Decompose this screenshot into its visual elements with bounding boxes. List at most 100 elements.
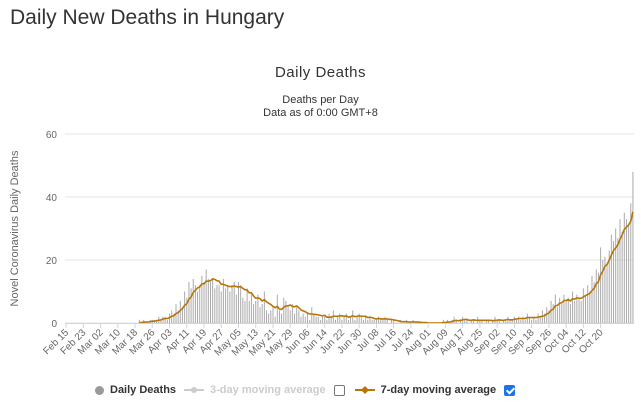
daily-deaths-bar[interactable] (565, 300, 567, 323)
daily-deaths-bar[interactable] (294, 313, 296, 323)
daily-deaths-bar[interactable] (302, 313, 304, 323)
daily-deaths-bar[interactable] (179, 300, 181, 323)
daily-deaths-bar[interactable] (391, 319, 393, 323)
daily-deaths-bar[interactable] (367, 319, 369, 323)
daily-deaths-bar[interactable] (160, 319, 162, 323)
daily-deaths-bar[interactable] (563, 294, 565, 323)
daily-deaths-bar[interactable] (518, 316, 520, 323)
daily-deaths-bar[interactable] (466, 319, 468, 323)
daily-deaths-bar[interactable] (630, 203, 632, 323)
daily-deaths-bar[interactable] (216, 285, 218, 323)
ma7-line[interactable] (139, 211, 634, 324)
daily-deaths-bar[interactable] (488, 319, 490, 323)
daily-deaths-bar[interactable] (503, 319, 505, 323)
legend-3day-ma[interactable]: 3-day moving average (184, 384, 326, 396)
daily-deaths-bar[interactable] (602, 260, 604, 323)
daily-deaths-bar[interactable] (298, 310, 300, 323)
daily-deaths-bar[interactable] (289, 310, 291, 323)
daily-deaths-bar[interactable] (199, 285, 201, 323)
checkbox-3day-ma[interactable] (333, 384, 345, 396)
daily-deaths-bar[interactable] (266, 310, 268, 323)
daily-deaths-bar[interactable] (552, 304, 554, 323)
daily-deaths-bar[interactable] (205, 269, 207, 323)
daily-deaths-bar[interactable] (162, 316, 164, 323)
daily-deaths-bar[interactable] (317, 316, 319, 323)
daily-deaths-bar[interactable] (625, 219, 627, 323)
daily-deaths-bar[interactable] (220, 291, 222, 324)
daily-deaths-bar[interactable] (613, 241, 615, 323)
daily-deaths-bar[interactable] (291, 304, 293, 323)
daily-deaths-bar[interactable] (259, 307, 261, 323)
daily-deaths-bar[interactable] (184, 291, 186, 324)
daily-deaths-bar[interactable] (550, 300, 552, 323)
daily-deaths-bar[interactable] (201, 275, 203, 323)
daily-deaths-bar[interactable] (382, 319, 384, 323)
daily-deaths-bar[interactable] (606, 263, 608, 323)
daily-deaths-bar[interactable] (455, 319, 457, 323)
daily-deaths-bar[interactable] (306, 313, 308, 323)
daily-deaths-bar[interactable] (345, 313, 347, 323)
daily-deaths-bar[interactable] (496, 319, 498, 323)
daily-deaths-bar[interactable] (276, 294, 278, 323)
daily-deaths-bar[interactable] (352, 310, 354, 323)
daily-deaths-bar[interactable] (522, 316, 524, 323)
daily-deaths-bar[interactable] (589, 291, 591, 324)
daily-deaths-bar[interactable] (334, 319, 336, 323)
daily-deaths-bar[interactable] (442, 319, 444, 323)
daily-deaths-bar[interactable] (244, 300, 246, 323)
daily-deaths-bar[interactable] (585, 294, 587, 323)
daily-deaths-bar[interactable] (192, 278, 194, 323)
daily-deaths-bar[interactable] (593, 282, 595, 323)
daily-deaths-bar[interactable] (263, 291, 265, 324)
daily-deaths-bar[interactable] (257, 294, 259, 323)
daily-deaths-bar[interactable] (309, 319, 311, 323)
daily-deaths-bar[interactable] (608, 250, 610, 323)
daily-deaths-bar[interactable] (188, 282, 190, 323)
daily-deaths-bar[interactable] (378, 316, 380, 323)
daily-deaths-bar[interactable] (360, 316, 362, 323)
daily-deaths-bar[interactable] (212, 278, 214, 323)
daily-deaths-bar[interactable] (328, 313, 330, 323)
daily-deaths-bar[interactable] (576, 294, 578, 323)
daily-deaths-bar[interactable] (240, 285, 242, 323)
daily-deaths-bar[interactable] (207, 278, 209, 323)
daily-deaths-bar[interactable] (375, 319, 377, 323)
daily-deaths-bar[interactable] (528, 316, 530, 323)
daily-deaths-bar[interactable] (363, 319, 365, 323)
daily-deaths-bar[interactable] (384, 316, 386, 323)
daily-deaths-bar[interactable] (617, 237, 619, 323)
daily-deaths-bar[interactable] (268, 313, 270, 323)
daily-deaths-bar[interactable] (386, 319, 388, 323)
daily-deaths-bar[interactable] (315, 316, 317, 323)
daily-deaths-bar[interactable] (578, 297, 580, 323)
daily-deaths-bar[interactable] (330, 316, 332, 323)
daily-deaths-bar[interactable] (572, 291, 574, 324)
daily-deaths-bar[interactable] (509, 319, 511, 323)
daily-deaths-bar[interactable] (225, 288, 227, 323)
daily-deaths-bar[interactable] (248, 300, 250, 323)
daily-deaths-bar[interactable] (218, 285, 220, 323)
daily-deaths-bar[interactable] (610, 234, 612, 323)
daily-deaths-bar[interactable] (296, 307, 298, 323)
daily-deaths-bar[interactable] (300, 316, 302, 323)
daily-deaths-bar[interactable] (227, 285, 229, 323)
daily-deaths-bar[interactable] (459, 319, 461, 323)
daily-deaths-bar[interactable] (604, 256, 606, 323)
daily-deaths-bar[interactable] (283, 297, 285, 323)
daily-deaths-bar[interactable] (250, 294, 252, 323)
daily-deaths-bar[interactable] (369, 316, 371, 323)
daily-deaths-bar[interactable] (326, 319, 328, 323)
daily-deaths-bar[interactable] (173, 313, 175, 323)
daily-deaths-bar[interactable] (520, 319, 522, 323)
daily-deaths-bar[interactable] (533, 316, 535, 323)
daily-deaths-bar[interactable] (281, 313, 283, 323)
daily-deaths-bar[interactable] (261, 304, 263, 323)
daily-deaths-bar[interactable] (229, 291, 231, 324)
daily-deaths-bar[interactable] (166, 319, 168, 323)
daily-deaths-bar[interactable] (544, 313, 546, 323)
daily-deaths-bar[interactable] (498, 319, 500, 323)
daily-deaths-bar[interactable] (524, 319, 526, 323)
daily-deaths-bar[interactable] (285, 300, 287, 323)
daily-deaths-bar[interactable] (531, 319, 533, 323)
daily-deaths-bar[interactable] (278, 310, 280, 323)
